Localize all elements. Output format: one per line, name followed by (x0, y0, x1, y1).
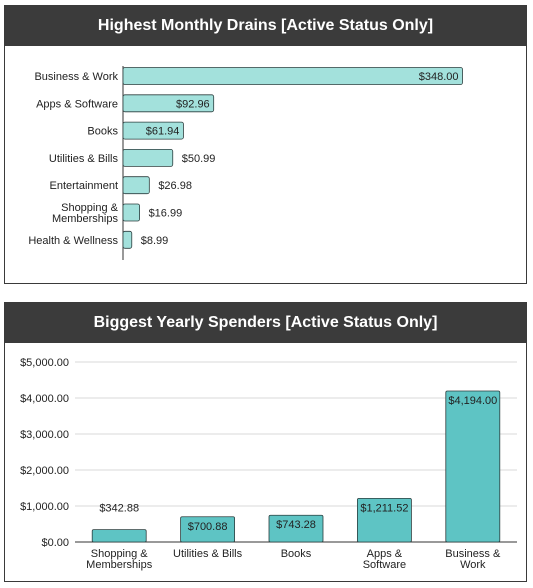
monthly-chart-title: Highest Monthly Drains [Active Status On… (5, 6, 526, 46)
y-tick-label: $1,000.00 (20, 501, 69, 513)
data-label: $342.88 (99, 503, 139, 515)
bar (122, 94, 215, 113)
bar (122, 121, 184, 140)
bar (122, 67, 463, 85)
bar (122, 203, 140, 222)
bar (122, 176, 150, 195)
category-label: Books (281, 548, 312, 560)
y-tick-label: $3,000.00 (20, 429, 69, 441)
category-label: Apps & Software (363, 548, 406, 571)
bar (445, 390, 501, 543)
monthly-drains-chart: Business & Work $348.00 Apps & Software $92… (28, 66, 463, 260)
data-label: $8.99 (141, 235, 169, 247)
category-label: Utilities & Bills (173, 548, 243, 560)
data-label: $348.00 (419, 71, 459, 83)
bar (122, 230, 133, 249)
data-label: $92.96 (176, 98, 210, 110)
yearly-chart-title: Biggest Yearly Spenders [Active Status O… (5, 303, 526, 343)
category-label: Business & Work (34, 71, 118, 83)
monthly-drains-panel: Highest Monthly Drains [Active Status On… (4, 5, 527, 284)
category-label: Utilities & Bills (49, 153, 119, 165)
category-label: Business & Work (445, 548, 501, 571)
data-label: $50.99 (182, 153, 216, 165)
yearly-spenders-panel: Biggest Yearly Spenders [Active Status O… (4, 302, 527, 582)
data-label: $743.28 (276, 519, 316, 531)
y-tick-label: $4,000.00 (20, 393, 69, 405)
data-label: $1,211.52 (360, 502, 408, 514)
data-label: $700.88 (188, 521, 228, 533)
category-label: Entertainment (50, 180, 118, 192)
bar (268, 514, 324, 543)
y-tick-label: $2,000.00 (20, 465, 69, 477)
bar (180, 516, 236, 543)
data-label: $16.99 (149, 208, 183, 220)
yearly-spenders-chart: $0.00 $1,000.00 $2,000.00 $3,000.00 $4,000.0… (20, 357, 517, 571)
category-label: Books (87, 126, 118, 138)
bar (356, 497, 412, 543)
bar (91, 529, 147, 543)
data-label: $61.94 (146, 126, 180, 138)
y-tick-label: $5,000.00 (20, 357, 69, 369)
bar (122, 149, 174, 167)
category-label: Shopping & Memberships (86, 548, 153, 571)
data-label: $4,194.00 (448, 395, 497, 407)
data-label: $26.98 (158, 180, 192, 192)
category-label: Health & Wellness (28, 235, 118, 247)
category-label: Apps & Software (36, 98, 118, 110)
y-tick-label: $0.00 (41, 537, 69, 549)
category-label: Shopping & Memberships (52, 202, 119, 225)
